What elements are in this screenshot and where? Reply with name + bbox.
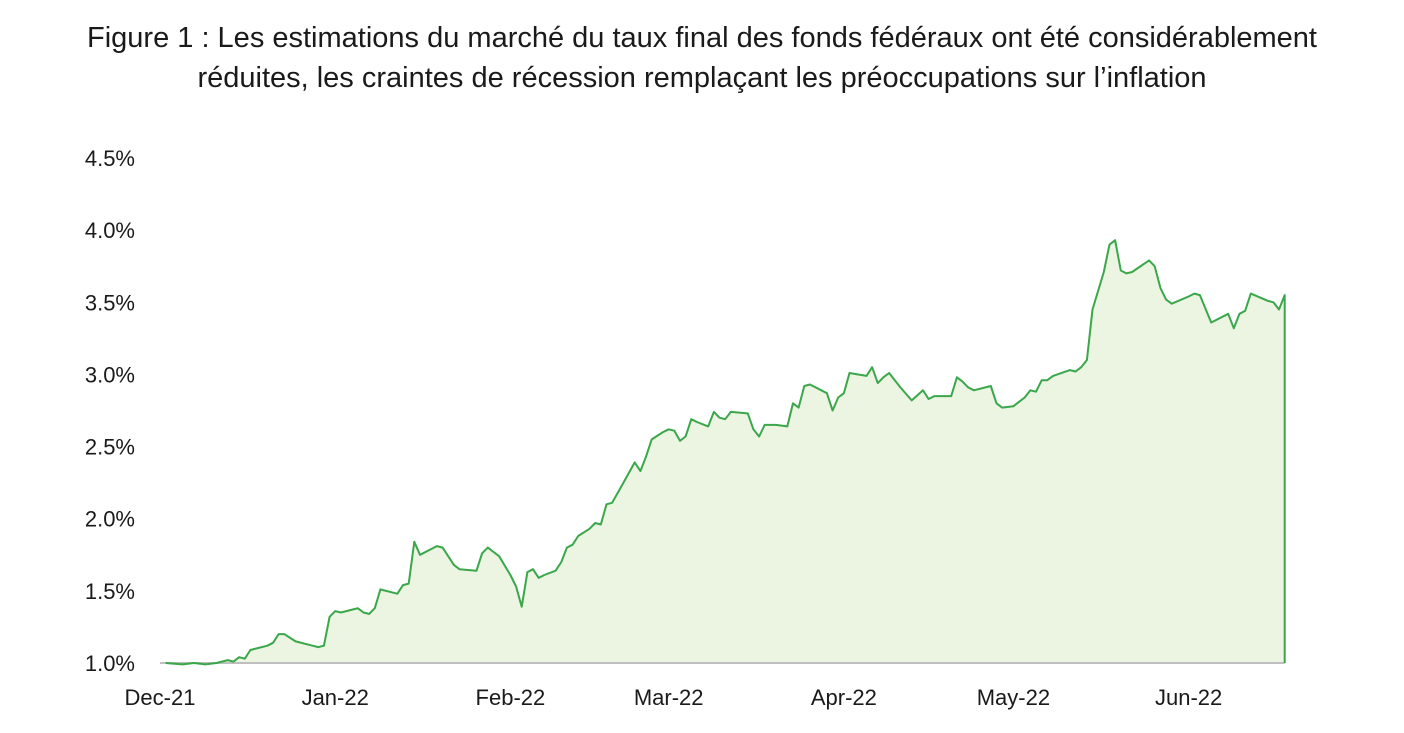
series-line bbox=[165, 239, 1286, 666]
x-tick-label: Dec-21 bbox=[125, 685, 196, 710]
x-tick-label: May-22 bbox=[977, 685, 1050, 710]
y-tick-label: 3.0% bbox=[85, 362, 135, 387]
x-axis-ticks: Dec-21 Jan-22 Feb-22 Mar-22 Apr-22 May-22 Jun-… bbox=[125, 685, 1223, 710]
y-tick-label: 2.5% bbox=[85, 435, 135, 460]
chart-title: Figure 1 : Les estimations du marché du … bbox=[0, 18, 1404, 98]
y-tick-label: 3.5% bbox=[85, 290, 135, 315]
x-tick-label: Jan-22 bbox=[302, 685, 369, 710]
y-tick-label: 2.0% bbox=[85, 507, 135, 532]
area-fill bbox=[165, 240, 1285, 665]
x-tick-label: Feb-22 bbox=[476, 685, 546, 710]
chart-title-line-2: réduites, les craintes de récession remp… bbox=[197, 62, 1207, 94]
y-tick-label: 4.0% bbox=[85, 218, 135, 243]
x-tick-label: Mar-22 bbox=[634, 685, 704, 710]
x-tick-label: Jun-22 bbox=[1155, 685, 1222, 710]
x-tick-label: Apr-22 bbox=[811, 685, 877, 710]
y-tick-label: 1.5% bbox=[85, 579, 135, 604]
y-axis-ticks: 1.0% 1.5% 2.0% 2.5% 3.0% 3.5% 4.0% 4.5% bbox=[85, 146, 135, 676]
y-tick-label: 1.0% bbox=[85, 651, 135, 676]
y-tick-label: 4.5% bbox=[85, 146, 135, 171]
chart-title-line-1: Figure 1 : Les estimations du marché du … bbox=[87, 22, 1317, 54]
